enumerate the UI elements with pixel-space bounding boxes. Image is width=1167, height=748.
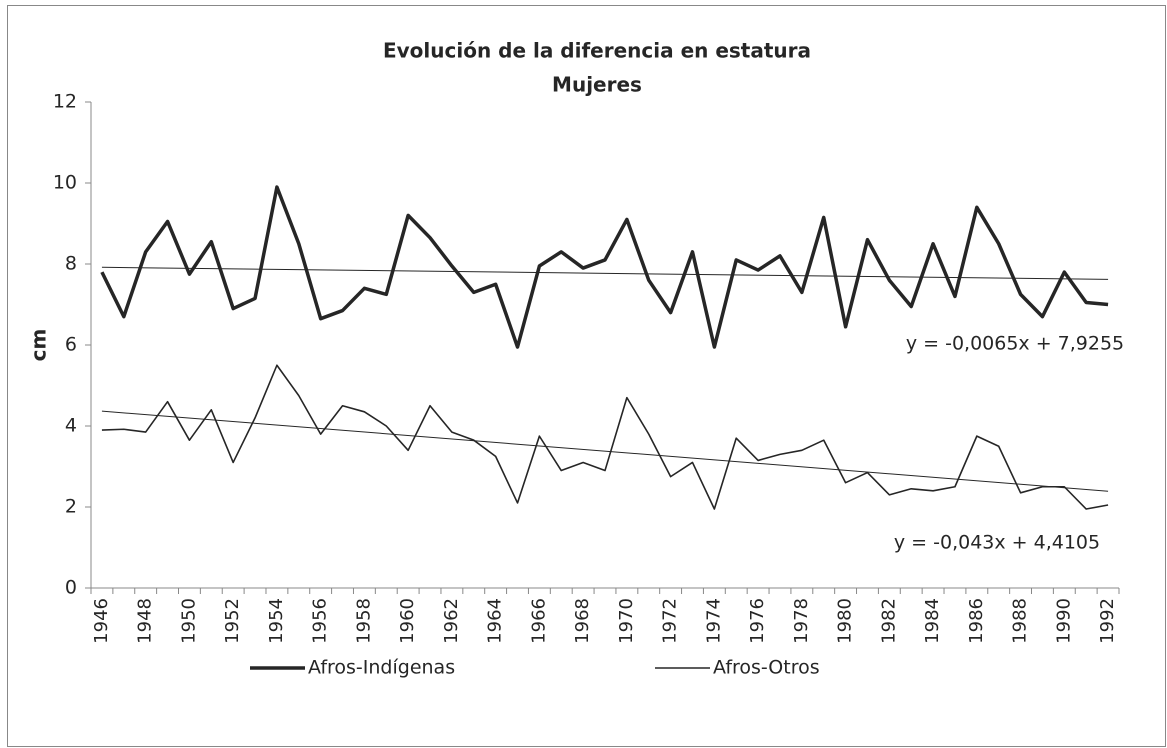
- x-tick-label: 1984: [922, 598, 943, 644]
- x-tick-label: 1948: [135, 598, 156, 644]
- y-tick-label: 6: [65, 334, 77, 356]
- x-tick-label: 1980: [835, 598, 856, 644]
- y-axis-label: cm: [27, 329, 51, 362]
- x-tick-label: 1960: [397, 598, 418, 644]
- x-tick-label: 1972: [660, 598, 681, 644]
- y-tick-label: 0: [65, 577, 77, 599]
- x-tick-label: 1970: [616, 598, 637, 644]
- x-tick-label: 1990: [1053, 598, 1074, 644]
- x-tick-label: 1946: [91, 598, 112, 644]
- trendline-label: y = -0,0065x + 7,9255: [906, 333, 1124, 355]
- data-line: [100, 185, 1109, 349]
- data-line: [101, 364, 1109, 510]
- y-tick-label: 10: [53, 172, 77, 194]
- x-tick-label: 1978: [791, 598, 812, 644]
- y-tick-label: 4: [65, 415, 77, 437]
- x-tick-label: 1976: [747, 598, 768, 644]
- x-tick-label: 1954: [266, 598, 287, 644]
- trendline-label: y = -0,043x + 4,4105: [894, 532, 1100, 554]
- x-tick-label: 1968: [572, 598, 593, 644]
- chart-border: [7, 5, 1166, 747]
- x-tick-label: 1962: [441, 598, 462, 644]
- x-tick-label: 1992: [1097, 598, 1118, 644]
- x-tick-label: 1952: [222, 598, 243, 644]
- x-tick-label: 1982: [878, 598, 899, 644]
- y-tick-label: 12: [53, 91, 77, 113]
- x-tick-label: 1986: [966, 598, 987, 644]
- y-tick-label: 2: [65, 496, 77, 518]
- x-tick-label: 1964: [485, 598, 506, 644]
- x-tick-label: 1966: [528, 598, 549, 644]
- trendline: [101, 410, 1109, 492]
- x-tick-label: 1974: [703, 598, 724, 644]
- y-tick-label: 8: [65, 253, 77, 275]
- x-tick-label: 1988: [1010, 598, 1031, 644]
- chart-subtitle: Mujeres: [552, 73, 642, 97]
- legend-label: Afros-Otros: [713, 657, 820, 679]
- x-tick-label: 1958: [353, 598, 374, 644]
- x-tick-label: 1956: [310, 598, 331, 644]
- chart-title: Evolución de la diferencia en estatura: [383, 39, 811, 63]
- x-tick-label: 1950: [178, 598, 199, 644]
- trendline: [101, 266, 1109, 280]
- legend-label: Afros-Indígenas: [308, 657, 455, 679]
